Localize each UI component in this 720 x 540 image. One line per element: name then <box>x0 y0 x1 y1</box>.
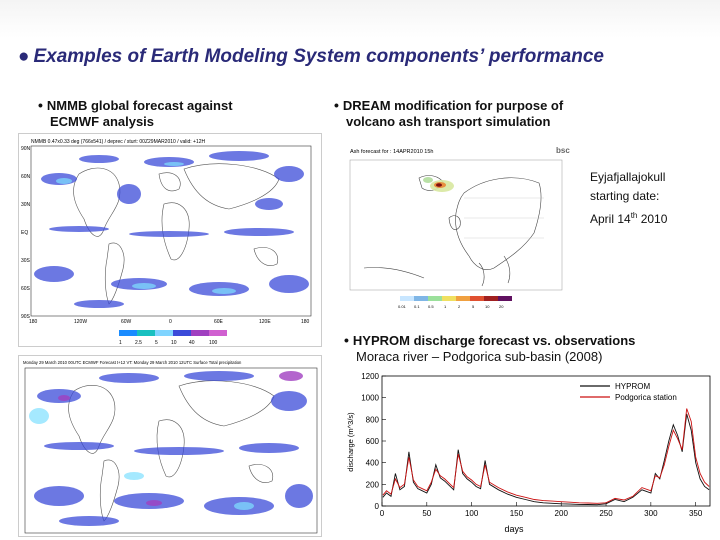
colorbar-tick: 100 <box>209 340 218 346</box>
dream-map-svg: Ash forecast for : 14APR2010 15h bsc <box>349 146 570 309</box>
colorbar-tick: 2.5 <box>135 340 142 346</box>
ash-plume <box>423 177 454 192</box>
lat-tick: 30N <box>21 202 31 208</box>
colorbar-tick: 1 <box>119 340 122 346</box>
y-tick-label: 1200 <box>361 372 379 381</box>
dream-map-title: Ash forecast for : 14APR2010 15h <box>350 149 433 155</box>
nmmb-caption-line2: ECMWF analysis <box>50 114 155 129</box>
lat-tick: 60S <box>21 286 31 292</box>
bsc-logo: bsc <box>556 146 570 155</box>
ecmwf-map-title: Monday 29 March 2010 00UTC ECMWF Forecas… <box>23 360 242 365</box>
header-band <box>0 0 720 38</box>
hyprom-bullet: • <box>344 332 349 348</box>
y-tick-label: 1000 <box>361 394 379 403</box>
hyprom-chart-svg: 0 200 400 600 800 1000 1200 0 50 100 150 200 250 300… <box>346 372 711 534</box>
y-axis: 0 200 400 600 800 1000 1200 <box>361 372 386 511</box>
lon-tick: 60W <box>121 319 132 325</box>
chart-legend: HYPROM Podgorica station <box>580 382 677 402</box>
ash-colorbar-tick: 0.1 <box>414 304 420 309</box>
x-tick-label: 350 <box>689 509 703 518</box>
lon-tick: 180 <box>301 319 310 325</box>
x-tick-label: 200 <box>555 509 569 518</box>
ash-colorbar-tick: 0.5 <box>428 304 434 309</box>
start-date-suffix: th <box>630 211 638 220</box>
y-tick-label: 400 <box>366 459 380 468</box>
start-date-year: 2010 <box>637 212 668 226</box>
lon-tick: 60E <box>214 319 224 325</box>
hyprom-caption-line1: HYPROM discharge forecast vs. observatio… <box>352 333 636 348</box>
continent-outlines <box>73 163 280 305</box>
x-tick-label: 250 <box>599 509 613 518</box>
lat-tick: EQ <box>21 230 28 236</box>
y-tick-label: 800 <box>366 415 380 424</box>
ash-colorbar-tick: 20 <box>499 304 504 309</box>
dream-caption: • DREAM modification for purpose of volca… <box>334 97 624 130</box>
ash-colorbar-tick: 2 <box>458 304 461 309</box>
volcano-name: Eyjafjallajokull <box>590 170 666 184</box>
colorbar-tick: 10 <box>171 340 177 346</box>
x-tick-label: 50 <box>422 509 431 518</box>
x-tick-label: 150 <box>510 509 524 518</box>
series-lines <box>382 408 710 506</box>
title-bullet: ● <box>18 46 30 67</box>
x-axis-label: days <box>504 524 524 534</box>
dream-bullet: • <box>334 97 339 113</box>
x-tick-label: 0 <box>380 509 385 518</box>
lon-tick: 0 <box>169 319 172 325</box>
nmmb-caption: • NMMB global forecast against ECMWF anal… <box>38 97 298 130</box>
colorbar-tick: 40 <box>189 340 195 346</box>
nmmb-map-title: NMMB 0.47x0.33 deg (766x541) / deprec / … <box>31 139 206 145</box>
x-tick-label: 100 <box>465 509 479 518</box>
lat-tick: 90S <box>21 314 31 320</box>
slide-title: ● Examples of Earth Modeling System compo… <box>18 46 618 68</box>
series-line-podgorica-station <box>382 408 710 504</box>
hyprom-caption: • HYPROM discharge forecast vs. observati… <box>344 332 714 365</box>
legend-label: HYPROM <box>615 382 650 391</box>
nmmb-map-svg: NMMB 0.47x0.33 deg (766x541) / deprec / … <box>21 139 312 346</box>
nmmb-caption-line1: NMMB global forecast against <box>46 98 233 113</box>
dream-colorbar <box>400 296 512 301</box>
lon-tick: 180 <box>29 319 38 325</box>
y-axis-label: discharge (m^3/s) <box>346 412 355 472</box>
hyprom-discharge-chart: 0 200 400 600 800 1000 1200 0 50 100 150 200 250 300… <box>344 370 714 536</box>
precip-blobs <box>34 151 309 308</box>
y-tick-label: 600 <box>366 437 380 446</box>
ash-colorbar-tick: 5 <box>472 304 475 309</box>
plot-frame <box>381 375 711 507</box>
x-axis: 0 50 100 150 200 250 300 350 <box>380 502 703 518</box>
dream-caption-line2: volcano ash transport simulation <box>346 114 551 129</box>
ash-colorbar-tick: 1 <box>444 304 447 309</box>
ecmwf-map-svg: Monday 29 March 2010 00UTC ECMWF Forecas… <box>23 360 318 534</box>
lon-tick: 120W <box>74 319 87 325</box>
y-tick-label: 0 <box>375 502 380 511</box>
legend-label: Podgorica station <box>615 393 677 402</box>
x-tick-label: 300 <box>644 509 658 518</box>
nmmb-forecast-map: NMMB 0.47x0.33 deg (766x541) / deprec / … <box>18 133 322 347</box>
ecmwf-analysis-map: Monday 29 March 2010 00UTC ECMWF Forecas… <box>18 355 322 537</box>
hyprom-caption-line2: Moraca river – Podgorica sub-basin (2008… <box>356 349 603 364</box>
colorbar-tick: 5 <box>155 340 158 346</box>
nmmb-bullet: • <box>38 97 43 113</box>
series-line-hyprom <box>382 413 710 506</box>
nmmb-colorbar <box>119 330 227 336</box>
ash-colorbar-tick: 10 <box>485 304 490 309</box>
ash-colorbar-tick: 0.01 <box>398 304 407 309</box>
lat-tick: 60N <box>21 174 31 180</box>
lat-tick: 90N <box>21 146 31 152</box>
dream-ash-map: Ash forecast for : 14APR2010 15h bsc <box>344 138 586 313</box>
start-label: starting date: <box>590 189 660 203</box>
start-date: April 14th 2010 <box>590 206 667 229</box>
lat-tick: 30S <box>21 258 31 264</box>
y-tick-label: 200 <box>366 480 380 489</box>
start-date-main: April 14 <box>590 212 631 226</box>
dream-caption-line1: DREAM modification for purpose of <box>342 98 564 113</box>
volcano-note: Eyjafjallajokull starting date: April 14… <box>590 168 667 229</box>
lon-tick: 120E <box>259 319 271 325</box>
title-text: Examples of Earth Modeling System compon… <box>33 46 604 67</box>
